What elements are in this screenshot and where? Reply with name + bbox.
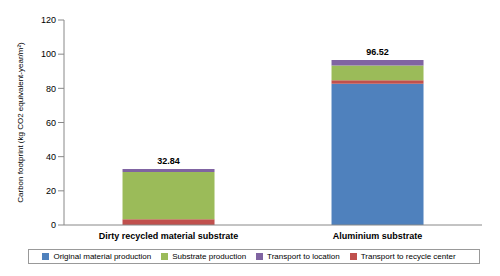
svg-text:Dirty recycled material substr: Dirty recycled material substrate: [99, 231, 239, 241]
svg-text:96.52: 96.52: [366, 47, 389, 57]
svg-text:100: 100: [41, 49, 56, 59]
svg-text:Aluminium substrate: Aluminium substrate: [333, 231, 423, 241]
html-text:Transport to recycle center: Transport to recycle center: [360, 252, 456, 261]
svg-text:40: 40: [46, 152, 56, 162]
svg-text:80: 80: [46, 84, 56, 94]
svg-text:60: 60: [46, 118, 56, 128]
html-text:Original material production: Original material production: [53, 252, 152, 261]
svg-text:0: 0: [51, 220, 56, 230]
svg-text:32.84: 32.84: [157, 156, 180, 166]
svg-text:20: 20: [46, 186, 56, 196]
svg-text:120: 120: [41, 15, 56, 25]
svg-text:Carbon footprint (kg CO2 equiv: Carbon footprint (kg CO2 equivalent-year…: [16, 42, 25, 203]
html-text:Substrate production: Substrate production: [172, 252, 247, 261]
html-text:Transport to location: Transport to location: [267, 252, 340, 261]
